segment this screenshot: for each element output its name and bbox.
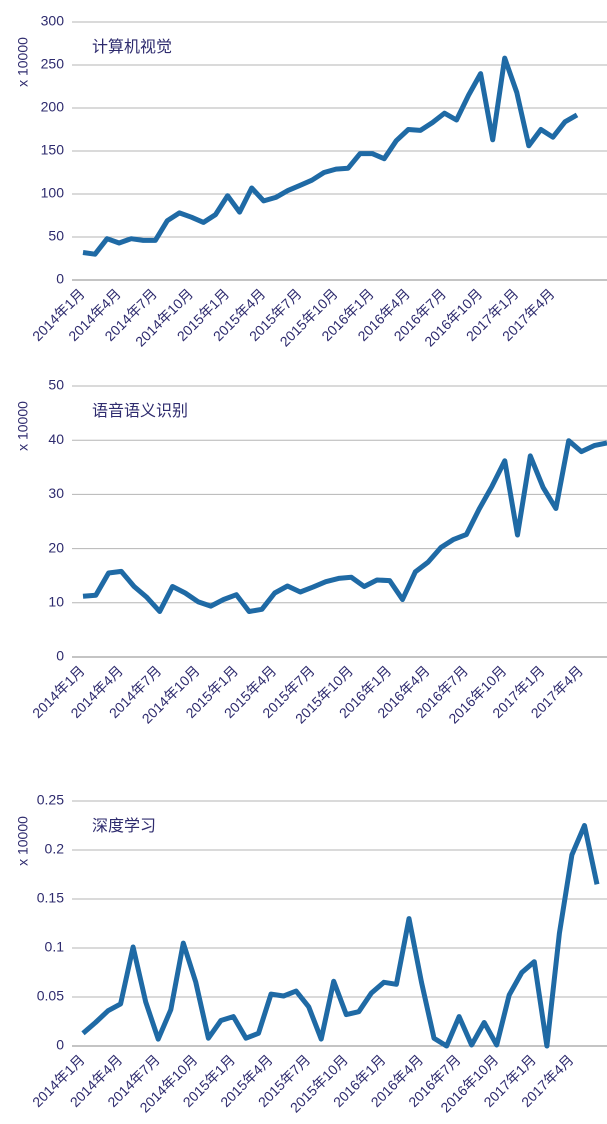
- y-tick-label: 0.05: [37, 988, 64, 1004]
- y-tick-label: 20: [48, 539, 64, 555]
- data-line: [82, 55, 579, 257]
- y-tick-label: 30: [48, 485, 64, 501]
- y-tick-label: 0: [56, 271, 64, 287]
- chart-title: 语音语义识别: [92, 402, 188, 420]
- data-line: [82, 438, 607, 614]
- y-tick-label: 50: [48, 228, 64, 244]
- y-tick-label: 300: [41, 13, 65, 29]
- y-axis-label: x 10000: [15, 37, 31, 87]
- y-axis-label: x 10000: [15, 401, 31, 451]
- chart-title: 计算机视觉: [92, 37, 172, 56]
- data-line: [81, 823, 600, 1049]
- y-tick-label: 40: [48, 431, 64, 447]
- y-tick-label: 0: [56, 1037, 64, 1053]
- y-tick-label: 0: [56, 648, 64, 664]
- y-tick-label: 0.1: [45, 939, 65, 955]
- y-tick-label: 200: [41, 99, 65, 115]
- y-tick-label: 50: [48, 377, 64, 393]
- y-tick-label: 100: [41, 185, 65, 201]
- y-tick-label: 250: [41, 56, 65, 72]
- y-tick-label: 150: [41, 142, 65, 158]
- y-tick-label: 0.15: [37, 890, 64, 906]
- chart-title: 深度学习: [92, 817, 156, 835]
- y-tick-label: 0.25: [37, 792, 64, 808]
- y-axis-label: x 10000: [15, 816, 31, 866]
- y-tick-label: 10: [48, 594, 64, 610]
- y-tick-label: 0.2: [45, 841, 65, 857]
